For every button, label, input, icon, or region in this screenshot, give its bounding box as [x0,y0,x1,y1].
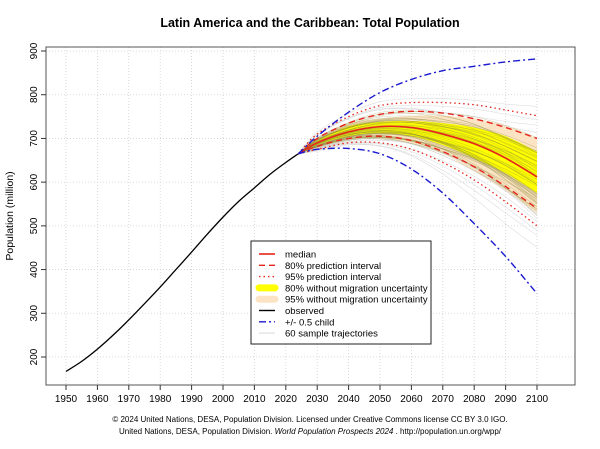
x-tick-label: 1950 [55,394,78,405]
y-tick-label: 700 [29,130,40,147]
x-tick-label: 2060 [400,394,423,405]
sample-trajectory [298,137,538,210]
sample-trajectory [298,120,538,163]
x-tick-label: 2020 [275,394,298,405]
x-tick-label: 2070 [432,394,455,405]
legend-label: +/- 0.5 child [285,317,334,328]
x-tick-label: 1980 [149,394,172,405]
x-tick-label: 2100 [526,394,549,405]
x-tick-label: 2030 [306,394,329,405]
y-tick-label: 200 [29,348,40,365]
chart-title: Latin America and the Caribbean: Total P… [160,16,459,30]
series-lines [65,58,538,372]
y-tick-label: 300 [29,305,40,322]
sample-trajectory [298,132,538,204]
footer-license: © 2024 United Nations, DESA, Population … [112,415,507,424]
sample-trajectory [298,128,538,185]
sample-trajectory [298,132,538,210]
x-tick-label: 1990 [180,394,203,405]
legend-box [250,240,432,345]
sample-trajectory [298,138,538,207]
bands [298,115,537,213]
sample-trajectory [298,118,538,154]
legend-label: observed [285,306,324,317]
band-80-without-migration [298,120,537,194]
sample-trajectory [298,122,538,170]
sample-trajectory [298,117,538,158]
child-high-line [297,58,538,155]
y-tick-label: 800 [29,86,40,103]
x-tick-label: 1970 [118,394,141,405]
footer-citation: United Nations, DESA, Population Divisio… [119,427,502,436]
sample-trajectory [298,134,538,202]
legend-label: 80% without migration uncertainty [285,283,428,294]
pi80-upper-line [297,110,538,155]
x-tick-label: 2080 [463,394,486,405]
x-tick-label: 1960 [86,394,109,405]
sample-trajectory [298,131,538,185]
y-tick-label: 500 [29,217,40,234]
sample-trajectory [298,123,538,167]
sample-trajectory [298,134,538,197]
x-tick-label: 2050 [369,394,392,405]
sample-trajectory [298,144,538,248]
sample-trajectory [298,118,538,154]
legend-label: 95% without migration uncertainty [285,295,428,306]
y-tick-label: 600 [29,173,40,190]
sample-trajectory [298,138,538,214]
observed-line [65,153,299,372]
plot-frame [45,46,576,386]
sample-trajectory [298,132,538,198]
legend-label: 60 sample trajectories [285,329,378,340]
sample-trajectory [298,118,538,162]
pi95-lower-line [298,141,538,227]
legend-label: 95% prediction interval [285,272,381,283]
x-axis: 1950 1960 1970 1980 1990 2000 2010 2020 2030 2040… [55,385,549,405]
y-tick-label: 900 [29,42,40,59]
legend-label: median [285,250,316,261]
sample-trajectory [298,128,538,184]
sample-trajectory [298,134,538,200]
sample-trajectory [298,130,538,203]
x-tick-label: 2090 [494,394,517,405]
sample-trajectory [298,139,538,216]
sample-trajectory [298,130,538,193]
pi80-lower-line [298,135,538,209]
y-axis-label: Population (million) [4,171,16,260]
sample-trajectory [298,120,538,154]
sample-trajectory [298,121,538,154]
sample-trajectory [298,129,538,194]
sample-trajectory [298,131,538,205]
median-line [297,125,538,178]
sample-trajectory [298,143,538,236]
y-tick-label: 400 [29,261,40,278]
sample-trajectory [298,131,538,185]
sample-trajectory [298,112,538,157]
x-tick-label: 2000 [212,394,235,405]
x-tick-label: 2040 [337,394,360,405]
sample-trajectory [298,126,538,168]
sample-trajectory [298,97,538,154]
y-axis: 200 300 400 500 600 700 800 900 [29,42,46,365]
sample-trajectory [298,133,538,195]
x-tick-label: 2010 [243,394,266,405]
sample-trajectory [298,133,538,195]
legend-label: 80% prediction interval [285,261,381,272]
pi95-upper-line [297,101,538,155]
sample-trajectory [298,131,538,187]
sample-trajectory [298,120,538,162]
